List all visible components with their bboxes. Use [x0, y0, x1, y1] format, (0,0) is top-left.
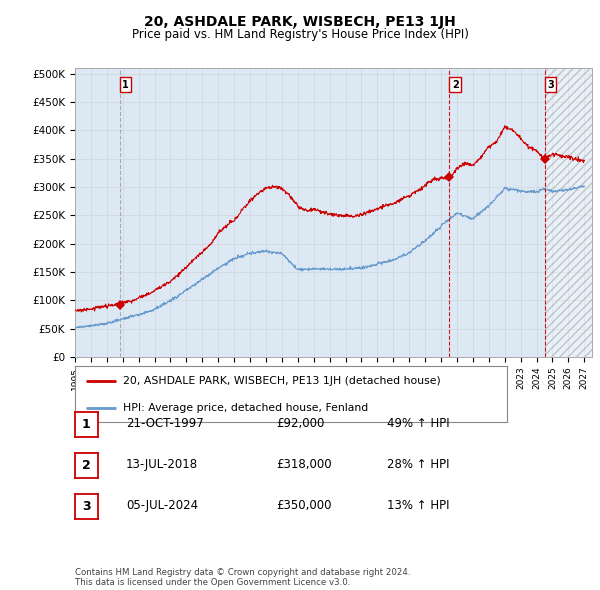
Text: 13-JUL-2018: 13-JUL-2018	[126, 458, 198, 471]
Text: 05-JUL-2024: 05-JUL-2024	[126, 499, 198, 513]
Text: 1: 1	[82, 418, 91, 431]
Bar	[545, 68, 592, 357]
Text: 28% ↑ HPI: 28% ↑ HPI	[387, 458, 449, 471]
Text: 2: 2	[82, 459, 91, 472]
Text: 20, ASHDALE PARK, WISBECH, PE13 1JH: 20, ASHDALE PARK, WISBECH, PE13 1JH	[144, 15, 456, 29]
Text: HPI: Average price, detached house, Fenland: HPI: Average price, detached house, Fenl…	[122, 403, 368, 413]
Text: 2: 2	[452, 80, 458, 90]
Text: 49% ↑ HPI: 49% ↑ HPI	[387, 417, 449, 430]
Bar	[545, 68, 592, 357]
Bar	[545, 68, 592, 357]
Text: Price paid vs. HM Land Registry's House Price Index (HPI): Price paid vs. HM Land Registry's House …	[131, 28, 469, 41]
Text: £92,000: £92,000	[276, 417, 325, 430]
Text: £318,000: £318,000	[276, 458, 332, 471]
Text: 1: 1	[122, 80, 128, 90]
Text: 13% ↑ HPI: 13% ↑ HPI	[387, 499, 449, 513]
Text: 3: 3	[82, 500, 91, 513]
Text: £350,000: £350,000	[276, 499, 331, 513]
Text: 20, ASHDALE PARK, WISBECH, PE13 1JH (detached house): 20, ASHDALE PARK, WISBECH, PE13 1JH (det…	[122, 376, 440, 386]
Text: 3: 3	[547, 80, 554, 90]
Text: Contains HM Land Registry data © Crown copyright and database right 2024.
This d: Contains HM Land Registry data © Crown c…	[75, 568, 410, 587]
Text: 21-OCT-1997: 21-OCT-1997	[126, 417, 204, 430]
